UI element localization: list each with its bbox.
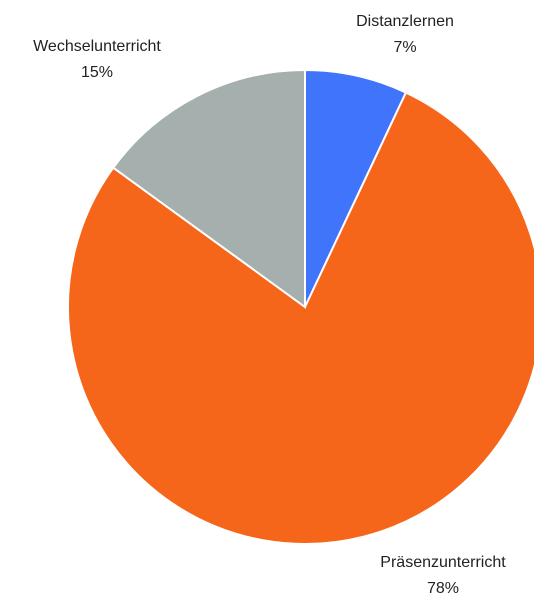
slice-value-label: 78%	[427, 580, 459, 597]
slice-value-label: 7%	[393, 39, 416, 56]
pie-slice	[67, 91, 534, 545]
slice-label: Präsenzunterricht	[380, 554, 506, 571]
slice-label: Distanzlernen	[356, 13, 454, 30]
slice-label: Wechselunterricht	[33, 38, 161, 55]
pie-slice	[111, 68, 306, 309]
pie-slice	[304, 68, 408, 308]
slice-value-label: 15%	[81, 64, 113, 81]
